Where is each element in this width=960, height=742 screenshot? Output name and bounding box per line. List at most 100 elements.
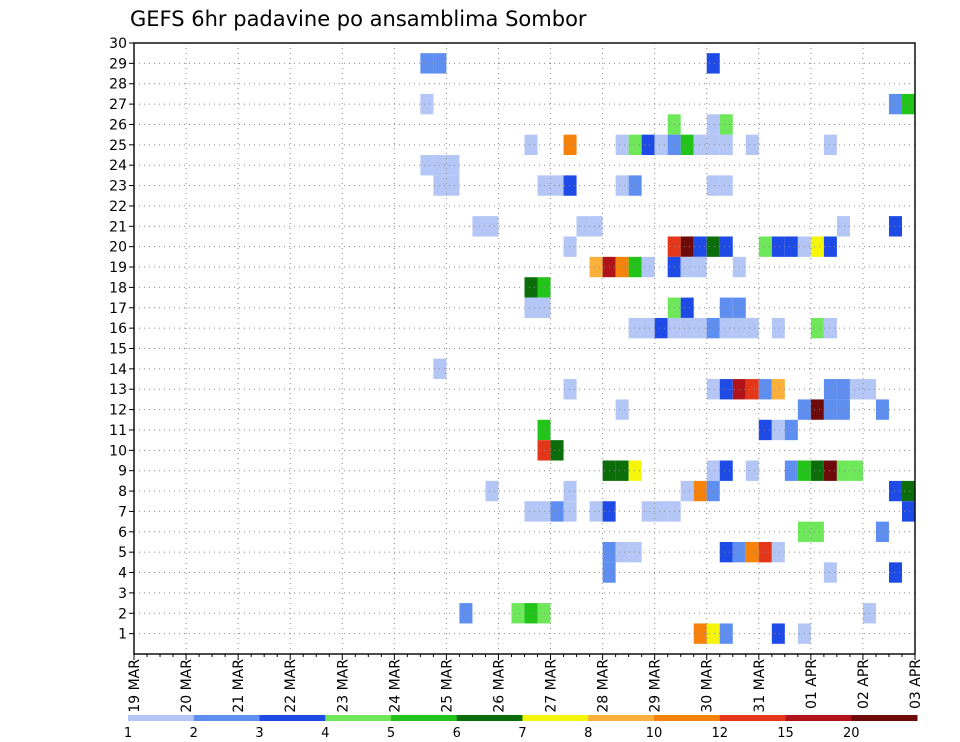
heatmap-cell — [693, 623, 707, 644]
heatmap-cell — [420, 53, 434, 74]
heatmap-cell — [719, 541, 733, 563]
heatmap-cell — [680, 134, 694, 156]
x-tick-label: 01 APR — [804, 659, 820, 709]
y-tick-label: 22 — [109, 199, 127, 215]
heatmap-cell — [550, 175, 564, 196]
heatmap-cell — [589, 216, 603, 237]
y-tick-label: 10 — [109, 443, 127, 459]
heatmap-cell — [706, 317, 720, 339]
heatmap-cell — [628, 256, 642, 278]
heatmap-cell — [784, 419, 798, 441]
y-tick-label: 1 — [118, 627, 127, 643]
heatmap-cell — [680, 317, 694, 339]
y-tick-label: 28 — [109, 77, 127, 93]
heatmap-cell — [563, 134, 577, 156]
heatmap-cell — [836, 216, 850, 237]
heatmap-cell — [719, 297, 733, 318]
heatmap-cell — [615, 399, 629, 420]
heatmap-cell — [420, 93, 434, 115]
legend-color-swatch — [391, 715, 458, 721]
heatmap-cell — [641, 256, 655, 278]
heatmap-cell — [446, 175, 460, 196]
heatmap-cell — [511, 603, 525, 624]
heatmap-cell — [719, 175, 733, 196]
y-tick-label: 19 — [109, 260, 127, 276]
legend-color-swatch — [588, 715, 655, 721]
legend-label: 7 — [518, 726, 526, 741]
legend-label: 12 — [711, 726, 728, 741]
heatmap-cell — [680, 256, 694, 278]
y-tick-label: 30 — [109, 36, 127, 52]
heatmap-cell — [589, 501, 603, 522]
heatmap-cell — [745, 541, 759, 563]
x-tick-label: 20 MAR — [179, 659, 195, 713]
heatmap-cell — [693, 256, 707, 278]
heatmap-cell — [888, 480, 902, 502]
heatmap-cell — [641, 134, 655, 156]
heatmap-cell — [615, 460, 629, 481]
heatmap-cell — [615, 256, 629, 278]
heatmap-cell — [680, 236, 694, 257]
legend-label: 2 — [190, 726, 198, 741]
heatmap-cell — [745, 460, 759, 481]
heatmap-cell — [446, 155, 460, 176]
legend-color-swatch — [193, 715, 260, 721]
heatmap-cell — [485, 480, 499, 502]
y-tick-label: 29 — [109, 56, 127, 72]
heatmap-cell — [576, 216, 590, 237]
y-tick-label: 25 — [109, 138, 127, 154]
x-tick-label: 31 MAR — [752, 659, 768, 713]
heatmap-cell — [641, 501, 655, 522]
heatmap-cell — [485, 216, 499, 237]
x-tick-label: 21 MAR — [231, 659, 247, 713]
heatmap-cell — [784, 236, 798, 257]
heatmap-cell — [758, 419, 772, 441]
legend-color-swatch — [259, 715, 326, 721]
legend-color-swatch — [654, 715, 721, 721]
heatmap-cell — [823, 562, 837, 583]
legend-label: 8 — [584, 726, 592, 741]
heatmap-cell — [849, 460, 863, 481]
y-tick-label: 7 — [118, 504, 127, 520]
heatmap-cell — [836, 379, 850, 400]
heatmap-cell — [875, 399, 889, 420]
heatmap-cell — [719, 317, 733, 339]
heatmap-cell — [706, 480, 720, 502]
y-tick-label: 13 — [109, 382, 127, 398]
heatmap-cell — [706, 134, 720, 156]
y-tick-label: 2 — [118, 606, 127, 622]
legend-color-swatch — [719, 715, 786, 721]
heatmap-cell — [719, 114, 733, 135]
heatmap-cell — [459, 603, 473, 624]
y-axis-ticks: 1234567891011121314151617181920212223242… — [109, 36, 134, 643]
heatmap-cell — [901, 480, 915, 502]
heatmap-cell — [810, 521, 824, 542]
heatmap-cell — [654, 134, 668, 156]
heatmap-cell — [628, 317, 642, 339]
legend-label: 15 — [777, 726, 794, 741]
heatmap-cell — [823, 460, 837, 481]
color-legend: 1 2 3 4 5 6 7 8 10 12 15 20 — [124, 715, 918, 741]
heatmap-cell — [836, 399, 850, 420]
heatmap-cell — [771, 623, 785, 644]
x-tick-label: 28 MAR — [596, 659, 612, 713]
heatmap-cell — [524, 297, 538, 318]
y-tick-label: 21 — [109, 219, 127, 235]
y-tick-label: 15 — [109, 342, 127, 358]
y-tick-label: 4 — [118, 566, 127, 582]
heatmap-cell — [654, 501, 668, 522]
legend-color-swatch — [325, 715, 392, 721]
heatmap-cell — [524, 603, 538, 624]
heatmap-cell — [875, 521, 889, 542]
heatmap-cell — [771, 379, 785, 400]
heatmap-cell — [810, 399, 824, 420]
heatmap-cell — [823, 317, 837, 339]
heatmap-cell — [888, 93, 902, 115]
y-tick-label: 20 — [109, 240, 127, 256]
y-tick-label: 26 — [109, 117, 127, 133]
heatmap-cell — [472, 216, 486, 237]
x-tick-label: 03 APR — [908, 659, 924, 709]
heatmap-cell — [758, 379, 772, 400]
heatmap-cell — [719, 623, 733, 644]
heatmap-cell — [771, 236, 785, 257]
